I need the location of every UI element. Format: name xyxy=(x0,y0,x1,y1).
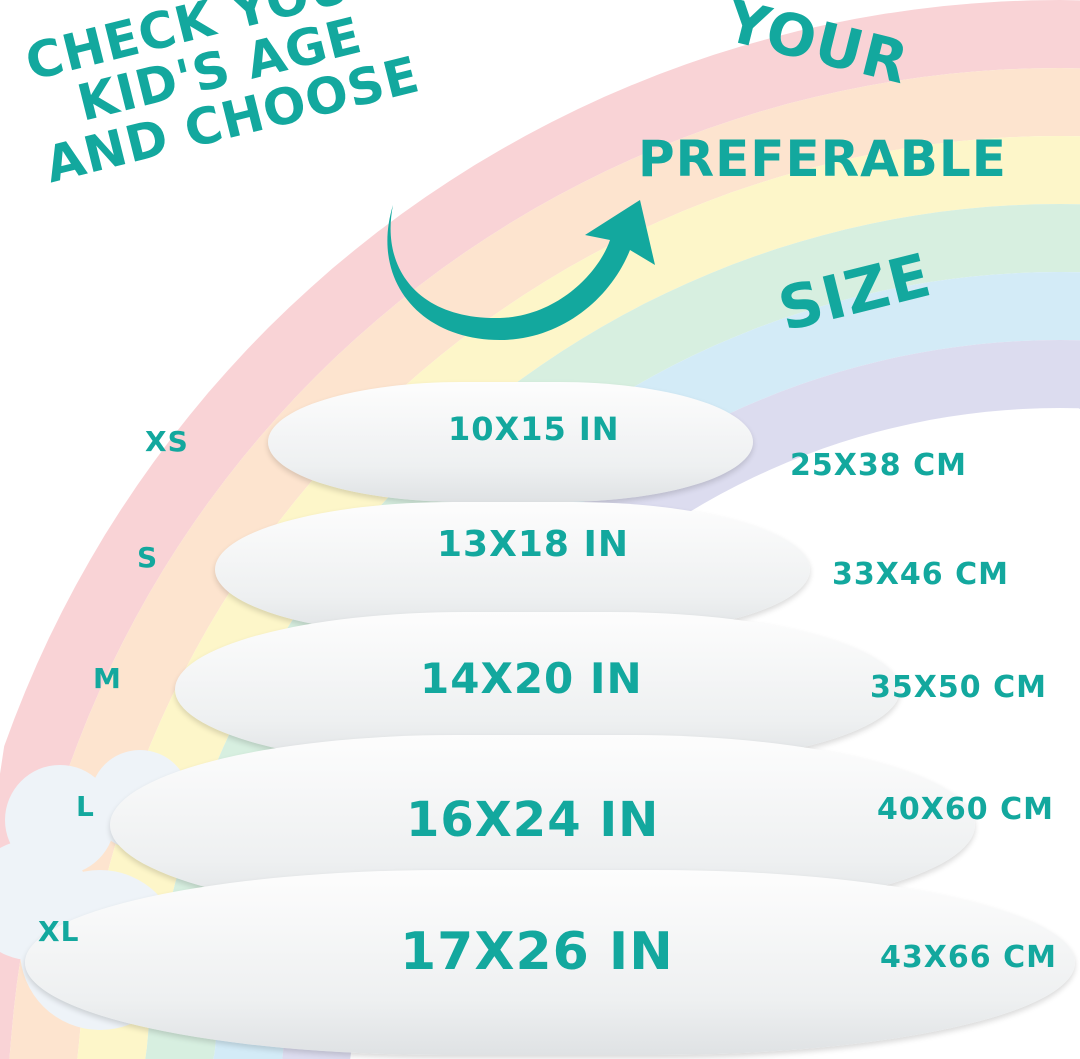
inches-xs: 10X15 IN xyxy=(448,410,620,448)
headline-preferable: PREFERABLE xyxy=(638,130,1007,188)
size-label-m: M xyxy=(93,662,122,695)
cm-xs: 25X38 CM xyxy=(790,448,967,483)
inches-s: 13X18 IN xyxy=(437,524,630,565)
pillow-xl xyxy=(25,870,1075,1055)
inches-xl: 17X26 IN xyxy=(400,922,674,982)
size-label-xl: XL xyxy=(38,915,80,948)
cm-xl: 43X66 CM xyxy=(880,940,1057,975)
curved-arrow-icon xyxy=(387,200,655,340)
cm-s: 33X46 CM xyxy=(832,557,1009,592)
inches-l: 16X24 IN xyxy=(406,792,660,848)
size-label-xs: XS xyxy=(145,425,189,458)
inches-m: 14X20 IN xyxy=(420,654,643,703)
pillow-xs xyxy=(268,382,753,502)
size-label-l: L xyxy=(76,790,95,823)
cm-m: 35X50 CM xyxy=(870,670,1047,705)
size-label-s: S xyxy=(137,541,159,574)
cm-l: 40X60 CM xyxy=(877,792,1054,827)
